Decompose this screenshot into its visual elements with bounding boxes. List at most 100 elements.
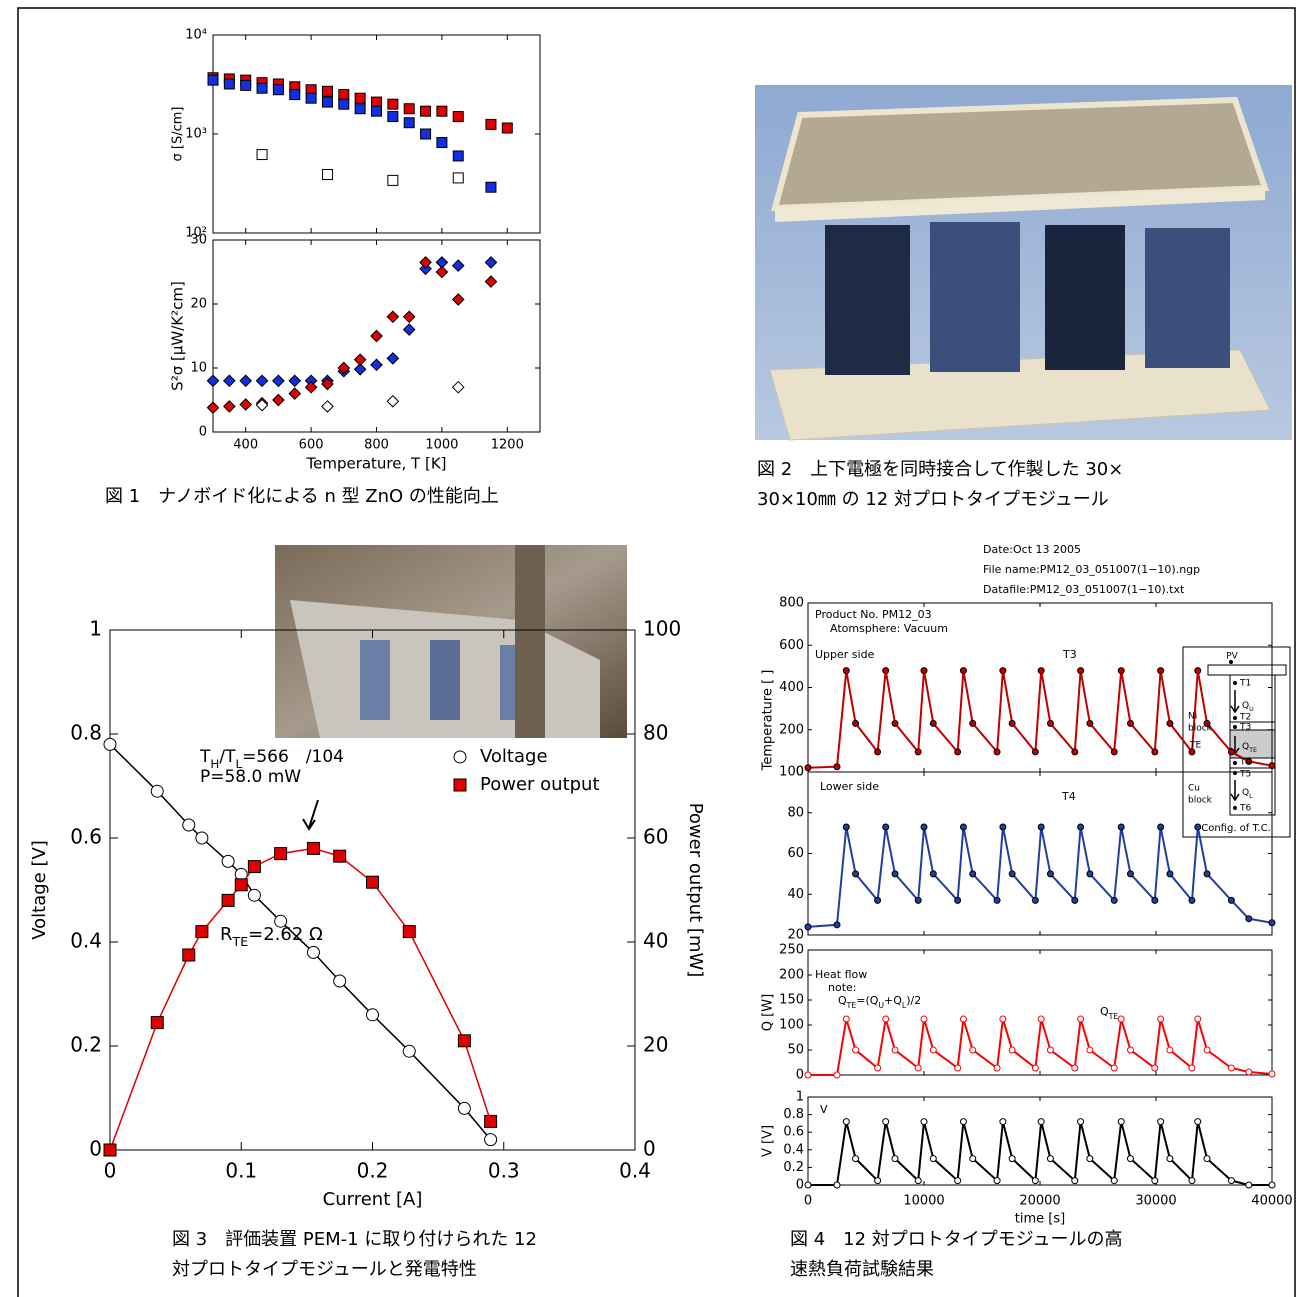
caption: 速熱負荷試験結果 [790,1259,934,1280]
marker [955,1065,961,1071]
marker [196,832,208,844]
y2-tick-label: 60 [643,825,668,849]
marker [404,311,415,322]
legend-marker [454,779,466,791]
marker [257,150,267,160]
marker [892,871,898,877]
y-tick-label: 0 [89,1137,102,1161]
marker [1111,897,1117,903]
marker [1087,871,1093,877]
marker [224,375,235,386]
annotation-part: =566 /104 [242,747,344,767]
marker [322,401,333,412]
annotation: note: [828,981,857,994]
marker [915,1065,921,1071]
marker [960,1016,966,1022]
y-axis-label: Temperature [ ] [761,670,776,772]
marker [1032,1178,1038,1184]
marker [1167,871,1173,877]
marker [367,876,379,888]
marker [387,311,398,322]
y-tick-label: 0.8 [70,721,102,745]
heat-flow-label-part: Q [1242,788,1249,798]
marker [1167,1047,1173,1053]
annotation: Lower side [820,780,879,793]
arrow [303,800,318,829]
marker [970,720,976,726]
marker [322,86,332,96]
annotation: Upper side [815,648,875,661]
y-axis-label: Voltage [V] [29,840,50,940]
marker [834,1072,840,1078]
marker [1195,668,1201,674]
marker [1087,1156,1093,1162]
marker [1189,1178,1195,1184]
marker [1047,720,1053,726]
x-tick-label: 20000 [1019,1194,1060,1209]
marker [1195,1016,1201,1022]
marker [404,324,415,335]
marker [1032,749,1038,755]
marker [921,1119,927,1125]
marker [1127,1047,1133,1053]
marker [1189,897,1195,903]
y-tick-label: 80 [787,805,804,820]
marker [183,949,195,961]
y-tick-label: 400 [779,680,804,695]
marker [458,1102,470,1114]
y-tick-label: 800 [779,596,804,611]
marker [1000,668,1006,674]
marker [805,1182,811,1188]
marker [1078,1016,1084,1022]
marker [930,720,936,726]
marker [388,175,398,185]
sensor-label: T2 [1239,713,1251,723]
y-axis-label: V [V] [761,1125,776,1157]
marker [1000,824,1006,830]
marker [222,855,234,867]
x-tick-label: 30000 [1135,1194,1176,1209]
x-tick-label: 1000 [425,438,458,453]
y-tick-label: 100 [779,1018,804,1033]
marker [1189,1065,1195,1071]
marker [339,90,349,100]
marker [151,1017,163,1029]
marker [1032,897,1038,903]
marker [1269,920,1275,926]
marker [1000,1119,1006,1125]
marker [355,354,366,365]
marker [1204,1047,1210,1053]
marker [1158,1016,1164,1022]
y-tick-label: 1 [89,617,102,641]
y-axis-label: S²σ [μW/K²cm] [169,281,187,391]
x-axis-label: Temperature, T [K] [305,455,446,473]
y-tick-label: 0 [199,425,207,440]
x-tick-label: 0 [804,1194,812,1209]
annotation-part: R [220,924,233,945]
marker [915,1178,921,1184]
x-axis-label: Current [A] [323,1189,423,1210]
y-tick-label: 60 [787,846,804,861]
annotation: P=58.0 mW [200,767,301,787]
annotation: T4 [1061,790,1076,803]
x-tick-label: 0.2 [357,1159,389,1183]
marker [1167,1156,1173,1162]
marker [453,382,464,393]
x-tick-label: 0 [104,1159,117,1183]
x-tick-label: 400 [233,438,258,453]
photo-inset [275,545,627,738]
marker [222,894,234,906]
annotation-part: T [199,747,211,767]
marker [834,922,840,928]
annotation-part: TE [232,934,249,949]
marker [183,819,195,831]
y-axis-label: σ [S/cm] [171,107,186,162]
marker [1047,1156,1053,1162]
marker [1038,1119,1044,1125]
marker [1204,1156,1210,1162]
marker [1152,749,1158,755]
annotation-part: Q [838,994,847,1007]
file-info: Date:Oct 13 2005 [983,543,1081,556]
marker [883,1119,889,1125]
x-axis-label: time [s] [1015,1212,1065,1227]
